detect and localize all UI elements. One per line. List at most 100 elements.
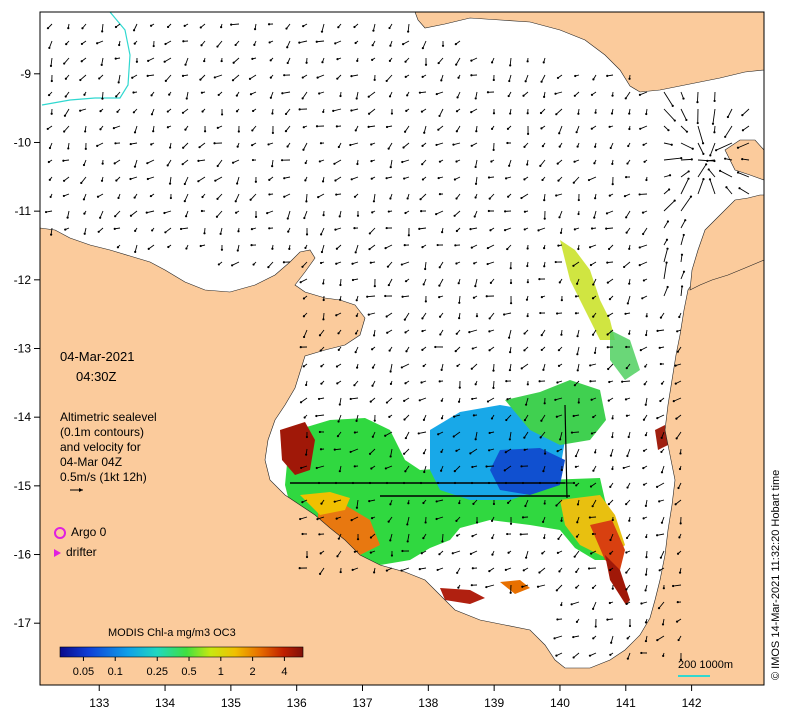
velocity-arrow-head	[509, 438, 511, 440]
velocity-arrow-head	[553, 637, 555, 639]
velocity-arrow-head	[526, 299, 528, 301]
colorbar-tick-label: 0.5	[181, 666, 196, 678]
velocity-arrow-head	[608, 381, 610, 383]
velocity-arrow-head	[288, 248, 290, 250]
velocity-arrow-head	[49, 179, 51, 181]
velocity-arrow-head	[473, 414, 475, 416]
velocity-arrow-head	[163, 212, 165, 214]
velocity-arrow-head	[540, 81, 542, 83]
velocity-arrow-head	[318, 92, 320, 94]
velocity-arrow-head	[403, 453, 405, 455]
velocity-arrow-head	[351, 519, 353, 521]
velocity-arrow-head	[660, 317, 662, 319]
colorbar-tick-label: 2	[250, 666, 256, 678]
velocity-arrow-head	[474, 166, 476, 168]
velocity-arrow-head	[574, 556, 576, 558]
velocity-arrow-head	[525, 80, 527, 82]
velocity-arrow-head	[336, 517, 338, 519]
velocity-arrow-head	[713, 100, 715, 102]
velocity-arrow-head	[737, 171, 739, 173]
y-tick-label: -12	[14, 273, 32, 287]
velocity-arrow-head	[469, 228, 471, 230]
velocity-arrow-head	[370, 552, 372, 554]
velocity-arrow-head	[270, 59, 272, 61]
velocity-arrow-head	[527, 247, 529, 249]
velocity-arrow-head	[407, 502, 409, 504]
velocity-arrow-head	[472, 567, 474, 569]
velocity-arrow-head	[691, 158, 693, 160]
velocity-arrow-head	[507, 128, 509, 130]
velocity-arrow-head	[420, 381, 422, 383]
velocity-arrow-head	[321, 251, 323, 253]
velocity-arrow-head	[249, 78, 251, 80]
velocity-arrow-head	[221, 60, 223, 62]
velocity-arrow-head	[554, 399, 556, 401]
velocity-arrow-head	[339, 215, 341, 217]
velocity-arrow-head	[591, 432, 593, 434]
velocity-arrow-head	[389, 503, 391, 505]
velocity-arrow-head	[663, 587, 665, 589]
velocity-arrow-head	[216, 216, 218, 218]
velocity-arrow-head	[164, 43, 166, 45]
velocity-arrow-head	[627, 658, 629, 660]
velocity-arrow-head	[320, 503, 322, 505]
velocity-arrow-head	[644, 589, 646, 591]
velocity-arrow-head	[454, 215, 456, 217]
velocity-arrow-head	[336, 125, 338, 127]
velocity-arrow-head	[136, 61, 138, 63]
velocity-arrow-head	[221, 113, 223, 115]
velocity-arrow-head	[594, 352, 596, 354]
velocity-arrow-head	[252, 263, 254, 265]
velocity-arrow-head	[133, 29, 135, 31]
velocity-arrow-head	[350, 75, 352, 77]
velocity-arrow-head	[440, 79, 442, 81]
velocity-arrow-head	[423, 365, 425, 367]
velocity-arrow-head	[439, 193, 441, 195]
velocity-arrow-head	[81, 27, 83, 29]
x-tick-label: 135	[221, 696, 241, 710]
velocity-arrow-head	[213, 142, 215, 144]
velocity-arrow-head	[539, 380, 541, 382]
velocity-arrow-head	[577, 503, 579, 505]
velocity-arrow-head	[372, 436, 374, 438]
velocity-arrow-head	[658, 500, 660, 502]
velocity-arrow-head	[609, 195, 611, 197]
velocity-arrow-head	[302, 149, 304, 151]
velocity-arrow-head	[271, 165, 273, 167]
velocity-arrow-head	[339, 470, 341, 472]
velocity-arrow-head	[475, 130, 477, 132]
velocity-arrow-head	[607, 368, 609, 370]
velocity-arrow-head	[334, 179, 336, 181]
velocity-arrow-head	[493, 149, 495, 151]
velocity-arrow-head	[99, 110, 101, 112]
velocity-arrow-head	[131, 77, 133, 79]
velocity-arrow-head	[525, 404, 527, 406]
velocity-arrow-head	[560, 604, 562, 606]
velocity-arrow-head	[199, 79, 201, 81]
velocity-arrow-head	[667, 129, 669, 131]
argo-label: Argo 0	[71, 525, 106, 539]
velocity-arrow-head	[674, 119, 676, 121]
velocity-arrow-head	[561, 469, 563, 471]
velocity-arrow-head	[437, 244, 439, 246]
velocity-arrow-head	[320, 233, 322, 235]
velocity-arrow-head	[286, 46, 288, 48]
velocity-arrow-head	[558, 216, 560, 218]
velocity-arrow-head	[680, 522, 682, 524]
velocity-arrow-head	[252, 159, 254, 161]
velocity-arrow-head	[471, 584, 473, 586]
velocity-arrow-head	[639, 94, 641, 96]
velocity-arrow-head	[472, 347, 474, 349]
velocity-arrow-head	[79, 79, 81, 81]
info-line: and velocity for	[60, 440, 157, 455]
velocity-arrow-head	[96, 145, 98, 147]
velocity-arrow-head	[114, 162, 116, 164]
velocity-arrow-head	[725, 186, 727, 188]
velocity-arrow-head	[557, 162, 559, 164]
velocity-arrow-head	[83, 213, 85, 215]
velocity-arrow-head	[607, 282, 609, 284]
velocity-arrow-head	[509, 64, 511, 66]
velocity-arrow-head	[705, 163, 707, 165]
velocity-arrow-head	[541, 552, 543, 554]
velocity-arrow-head	[592, 587, 594, 589]
